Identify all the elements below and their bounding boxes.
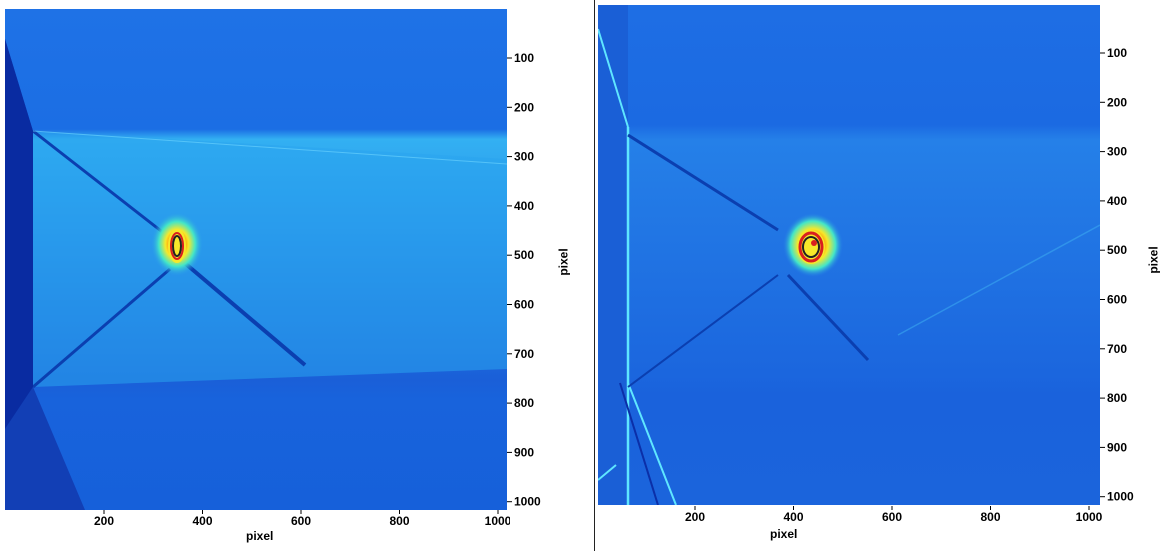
left-y-axis: 100 200 300 400 500 600 700 800 900 1000 [507, 51, 541, 509]
y-tick-label: 800 [1107, 391, 1127, 405]
y-tick-label: 200 [514, 100, 534, 114]
y-tick-label: 500 [1107, 243, 1127, 257]
right-heatmap-image [598, 5, 1100, 505]
x-tick-label: 800 [980, 510, 1000, 524]
y-tick-label: 400 [1107, 194, 1127, 208]
right-y-axis: 100 200 300 400 500 600 700 800 900 1000 [1100, 46, 1134, 504]
x-tick-label: 600 [882, 510, 902, 524]
right-x-axis: 200 400 600 800 1000 [685, 506, 1103, 524]
y-tick-label: 400 [514, 199, 534, 213]
right-y-axis-label: pixel [1146, 246, 1161, 274]
y-tick-label: 600 [1107, 293, 1127, 307]
y-tick-label: 900 [514, 445, 534, 459]
y-tick-label: 1000 [514, 495, 541, 509]
y-tick-label: 100 [514, 51, 534, 65]
x-tick-label: 1000 [485, 514, 510, 528]
right-x-axis-label: pixel [770, 527, 798, 541]
right-image-panel: 100 200 300 400 500 600 700 800 900 1000 pixel 20… [595, 0, 1171, 551]
left-image-panel: 100 200 300 400 500 600 700 800 900 1000 pixel 20… [5, 9, 571, 543]
x-tick-label: 200 [94, 514, 114, 528]
x-tick-label: 400 [783, 510, 803, 524]
y-tick-label: 200 [1107, 95, 1127, 109]
x-tick-label: 400 [192, 514, 212, 528]
y-tick-label: 500 [514, 248, 534, 262]
panel-divider [594, 0, 595, 551]
y-tick-label: 1000 [1107, 490, 1134, 504]
y-tick-label: 300 [514, 150, 534, 164]
x-tick-label: 600 [291, 514, 311, 528]
y-tick-label: 800 [514, 396, 534, 410]
y-tick-label: 300 [1107, 145, 1127, 159]
y-tick-label: 700 [1107, 342, 1127, 356]
x-tick-label: 200 [685, 510, 705, 524]
x-tick-label: 800 [389, 514, 409, 528]
left-y-axis-label: pixel [556, 248, 571, 276]
y-tick-label: 900 [1107, 440, 1127, 454]
left-x-axis-label: pixel [246, 529, 274, 543]
y-tick-label: 700 [514, 347, 534, 361]
left-heatmap-image [5, 9, 507, 510]
y-tick-label: 600 [514, 298, 534, 312]
x-tick-label: 1000 [1076, 510, 1103, 524]
left-x-axis: 200 400 600 800 1000 [94, 510, 510, 528]
y-tick-label: 100 [1107, 46, 1127, 60]
